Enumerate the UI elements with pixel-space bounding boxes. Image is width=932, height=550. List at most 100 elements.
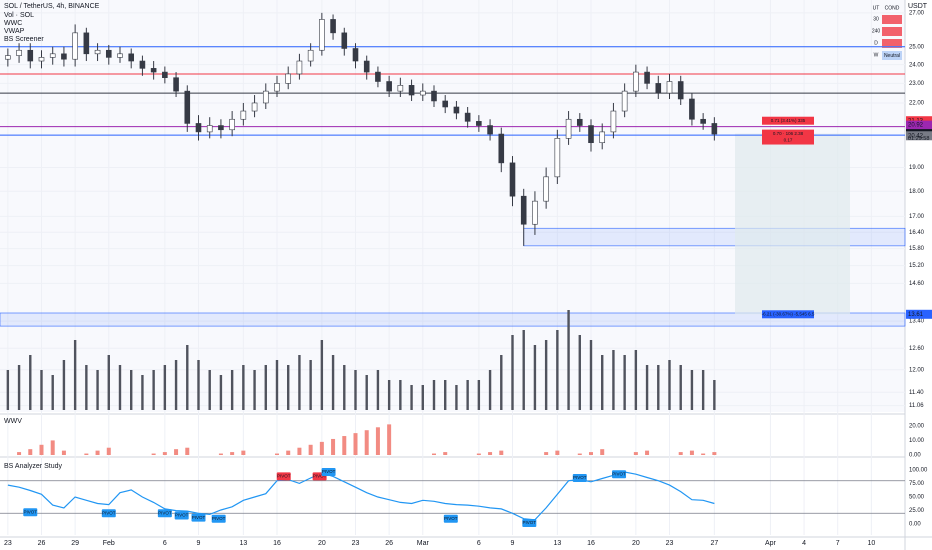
volume-bar: [522, 330, 525, 410]
price-tag-label: 13.61: [908, 312, 924, 318]
candle-body: [419, 90, 426, 96]
x-tick-label: 29: [71, 540, 79, 547]
price-tag: [906, 309, 932, 319]
position-label: 0.70 · 106 2.38: [773, 131, 804, 136]
wwv-bar: [678, 452, 683, 455]
candle-body: [195, 123, 202, 133]
position-label-box: [762, 136, 814, 145]
candle-body: [49, 53, 56, 58]
candle-body: [240, 110, 247, 120]
candle-body: [644, 71, 650, 84]
y-tick-label: 18.00: [909, 189, 925, 195]
indicator-name: WWC: [4, 20, 22, 27]
pivot-label: PIVOT: [102, 510, 116, 515]
volume-bar: [264, 365, 267, 410]
wwv-bar: [297, 447, 302, 455]
wwv-bar: [712, 452, 717, 455]
pivot-label: PIVOT: [192, 515, 206, 520]
candle-body: [83, 32, 90, 55]
screener-status: Neutral: [884, 53, 900, 59]
candle-body: [532, 200, 538, 225]
candle-body: [565, 118, 572, 139]
wwv-bar: [218, 453, 223, 455]
candle-body: [677, 81, 684, 100]
wwv-bar: [308, 444, 313, 455]
y-tick-label: 12.00: [909, 367, 925, 373]
pivot-label: PIVOT: [444, 516, 458, 521]
volume-bar: [645, 365, 649, 410]
candle-body: [139, 60, 146, 69]
wwv-bar: [555, 450, 560, 455]
indicator-name: BS Screener: [4, 36, 44, 43]
pivot-label: PIVOT: [523, 520, 537, 525]
pivot-badge: [522, 519, 537, 528]
position-label-box: [762, 310, 814, 319]
y-tick-label: 10.00: [909, 438, 925, 444]
candle-body: [352, 48, 359, 62]
wwv-bar: [95, 450, 100, 455]
y-tick-label: 17.00: [909, 214, 925, 220]
candle-body: [588, 125, 594, 144]
position-label: -6.21 (-30.67%) -5,545 6.5: [762, 311, 815, 316]
position-area: [735, 133, 850, 315]
wwv-bar: [230, 452, 235, 455]
volume-bar: [421, 385, 424, 410]
wwv-bar: [319, 441, 324, 455]
x-tick-label: 6: [477, 540, 481, 547]
volume-bar: [567, 310, 570, 410]
volume-bar: [163, 365, 167, 410]
candle-body: [633, 71, 639, 92]
wwv-bar: [701, 453, 706, 455]
wwv-bar: [588, 452, 593, 455]
volume-bar: [365, 375, 368, 410]
x-tick-label: Mar: [417, 540, 430, 547]
x-tick-label: 26: [385, 540, 393, 547]
pivot-badge: [191, 513, 206, 522]
candle-body: [251, 102, 258, 112]
candle-body: [128, 53, 135, 62]
candle-body: [689, 98, 695, 120]
volume-bar: [309, 360, 312, 410]
screener-label: W: [874, 52, 879, 58]
candle-body: [218, 125, 224, 131]
x-tick-label: 16: [273, 540, 281, 547]
volume-bar: [634, 350, 638, 410]
position-label-box: [762, 116, 814, 125]
candle-body: [543, 176, 549, 202]
y-tick-label: 75.00: [909, 481, 925, 487]
candle-body: [442, 100, 449, 108]
volume-bar: [511, 335, 514, 410]
candle-body: [319, 19, 325, 51]
volume-bar: [500, 355, 503, 410]
wwv-bar: [633, 452, 638, 455]
screener-cell: [882, 27, 902, 36]
volume-bar: [219, 375, 223, 410]
volume-bar: [410, 385, 413, 410]
x-tick-label: 27: [710, 540, 718, 547]
wwv-bar: [274, 453, 279, 455]
candle-body: [38, 57, 45, 62]
volume-bar: [668, 360, 671, 410]
candle-body: [262, 90, 269, 104]
volume-bar: [444, 380, 447, 410]
candle-body: [173, 77, 179, 92]
candle-body: [408, 85, 415, 96]
volume-bar: [679, 365, 682, 410]
screener-label: 30: [873, 16, 879, 22]
y-tick-label: 25.00: [909, 44, 925, 50]
screener-cell: [882, 51, 902, 60]
pivot-label: PIVOT: [158, 510, 172, 515]
candle-body: [375, 71, 381, 82]
pane-title: BS Analyzer Study: [4, 463, 62, 470]
y-tick-label: 15.80: [909, 246, 925, 252]
pivot-label: PIVOT: [212, 516, 226, 521]
candle-body: [94, 49, 101, 55]
candle-body: [520, 195, 527, 225]
y-tick-label: 12.60: [909, 346, 925, 352]
pane-title: WWV: [4, 418, 22, 425]
volume-bar: [556, 330, 559, 410]
volume-bar: [197, 360, 200, 410]
